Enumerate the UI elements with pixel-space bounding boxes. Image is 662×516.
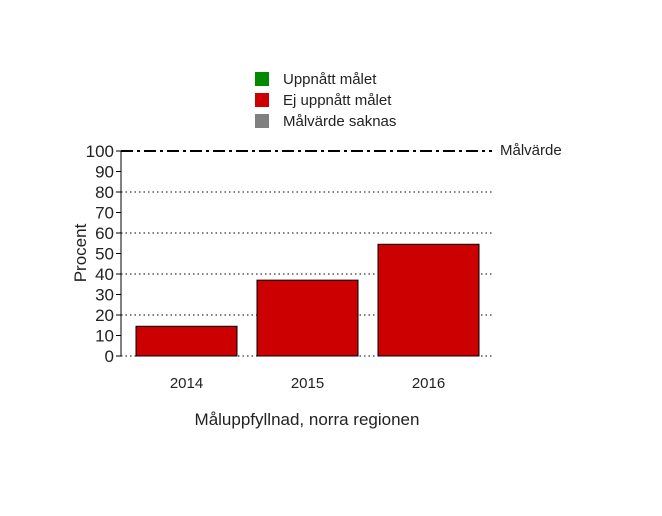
y-axis-title: Procent <box>71 223 90 282</box>
y-tick-label-90: 90 <box>95 163 114 182</box>
y-tick-label-30: 30 <box>95 286 114 305</box>
target-line-group: Målvärde <box>121 142 562 159</box>
y-tick-label-100: 100 <box>86 142 114 161</box>
legend-label-achieved: Uppnått målet <box>283 71 377 88</box>
y-tick-label-40: 40 <box>95 265 114 284</box>
y-tick-label-20: 20 <box>95 306 114 325</box>
legend-swatch-achieved <box>255 72 269 86</box>
y-tick-label-80: 80 <box>95 183 114 202</box>
y-tick-label-0: 0 <box>105 347 114 366</box>
bar-2014 <box>135 325 238 357</box>
legend: Uppnått målet Ej uppnått målet Målvärde … <box>255 71 396 130</box>
legend-swatch-not-achieved <box>255 93 269 107</box>
bar-2016 <box>377 243 480 357</box>
y-tick-label-50: 50 <box>95 245 114 264</box>
y-tick-label-10: 10 <box>95 327 114 346</box>
y-tick-label-70: 70 <box>95 204 114 223</box>
bars <box>135 243 480 357</box>
x-tick-label-2015: 2015 <box>291 375 324 392</box>
bar-2015 <box>256 279 359 357</box>
legend-label-not-achieved: Ej uppnått målet <box>283 92 392 109</box>
target-label: Målvärde <box>500 142 562 159</box>
legend-swatch-missing <box>255 114 269 128</box>
x-axis-ticks: 2014 2015 2016 <box>170 375 445 392</box>
legend-label-missing: Målvärde saknas <box>283 113 396 130</box>
x-tick-label-2016: 2016 <box>412 375 445 392</box>
y-tick-label-60: 60 <box>95 224 114 243</box>
x-axis-title: Måluppfyllnad, norra regionen <box>195 410 420 429</box>
x-tick-label-2014: 2014 <box>170 375 203 392</box>
